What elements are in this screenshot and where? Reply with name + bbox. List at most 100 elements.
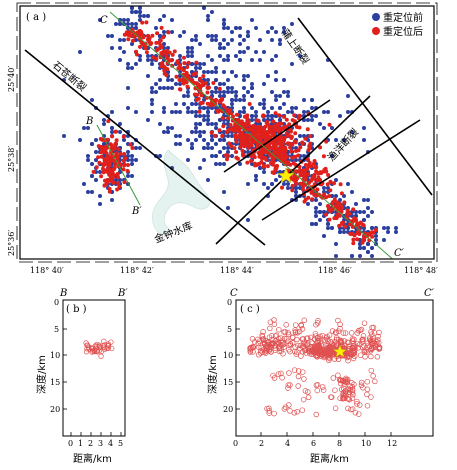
- epicenter-before: [358, 262, 362, 266]
- epicenter-after: [159, 45, 164, 50]
- epicenter-after: [293, 140, 298, 145]
- epicenter-before: [370, 226, 374, 230]
- epicenter-after: [184, 70, 189, 75]
- epicenter-before: [114, 22, 118, 26]
- panel-b-end-left: B: [59, 288, 67, 299]
- epicenter-after: [370, 230, 375, 235]
- epicenter-before: [202, 138, 206, 142]
- epicenter-before: [214, 90, 218, 94]
- map-panel: ( a ) C C′ B B′ 石苍断裂 蒲上断裂 渔洋断裂 金钟水库 重定位前…: [7, 2, 438, 275]
- epicenter-before: [218, 162, 222, 166]
- epicenter-before: [210, 146, 214, 150]
- epicenter-before: [250, 106, 254, 110]
- epicenter-before: [314, 114, 318, 118]
- panel-b-label: ( b ): [66, 304, 87, 315]
- epicenter-after: [265, 164, 270, 169]
- hypocenter-cc: [346, 389, 353, 396]
- epicenter-before: [266, 114, 270, 118]
- epicenter-after: [181, 81, 186, 86]
- epicenter-before: [258, 166, 262, 170]
- hypocenter-cc: [335, 328, 342, 334]
- epicenter-before: [214, 142, 218, 146]
- hypocenter-cc: [317, 333, 323, 340]
- epicenter-before: [222, 146, 226, 150]
- epicenter-after: [235, 156, 240, 161]
- epicenter-after: [164, 73, 169, 78]
- epicenter-before: [150, 110, 154, 114]
- epicenter-before: [246, 74, 250, 78]
- epicenter-before: [86, 190, 90, 194]
- epicenter-after: [284, 131, 289, 136]
- epicenter-after: [306, 195, 311, 200]
- epicenter-before: [250, 86, 254, 90]
- epicenter-before: [110, 34, 114, 38]
- epicenter-before: [270, 114, 274, 118]
- epicenter-before: [338, 114, 342, 118]
- epicenter-after: [225, 157, 229, 162]
- epicenter-after: [147, 36, 152, 41]
- epicenter-before: [278, 42, 282, 46]
- epicenter-after: [327, 122, 332, 127]
- epicenter-before: [262, 170, 266, 174]
- epicenter-after: [185, 65, 190, 70]
- hypocenter-cc: [320, 387, 327, 393]
- panel-c-ylabel: 深度/km: [206, 355, 219, 394]
- hypocenter-cc: [281, 329, 287, 335]
- epicenter-after: [325, 182, 330, 187]
- epicenter-after: [194, 60, 199, 65]
- panel-b-xtick-4: 4: [108, 439, 113, 448]
- hypocenter-cc: [370, 338, 377, 344]
- epicenter-before: [190, 38, 194, 42]
- epicenter-before: [62, 134, 66, 138]
- epicenter-before: [178, 74, 182, 78]
- panel-c-end-left: C: [230, 288, 238, 299]
- epicenter-before: [254, 26, 258, 30]
- hypocenter-cc: [329, 349, 336, 355]
- epicenter-after: [117, 184, 122, 189]
- epicenter-after: [215, 109, 220, 113]
- hypocenter-cc: [349, 383, 356, 390]
- hypocenter-cc: [368, 337, 374, 344]
- epicenter-after: [332, 181, 336, 186]
- epicenter-after: [302, 199, 307, 204]
- epicenter-after: [211, 81, 216, 85]
- epicenter-before: [210, 38, 214, 42]
- epicenter-after: [217, 86, 222, 91]
- epicenter-before: [346, 110, 350, 114]
- epicenter-after: [209, 130, 214, 135]
- epicenter-before: [218, 94, 222, 98]
- epicenter-after: [240, 148, 245, 153]
- epicenter-after: [229, 144, 234, 149]
- epicenter-after: [134, 52, 139, 57]
- hypocenter-cc: [256, 352, 262, 358]
- epicenter-after: [182, 61, 187, 66]
- hypocenter-cc: [269, 333, 275, 339]
- epicenter-before: [358, 210, 362, 214]
- epicenter-after: [160, 61, 165, 66]
- epicenter-after: [108, 168, 113, 173]
- epicenter-before: [242, 98, 246, 102]
- epicenter-before: [258, 38, 262, 42]
- epicenter-after: [331, 200, 335, 205]
- epicenter-before: [330, 226, 334, 230]
- hypocenter-cc: [311, 336, 318, 342]
- epicenter-before: [238, 110, 242, 114]
- epicenter-after: [213, 98, 218, 103]
- epicenter-before: [254, 110, 258, 114]
- epicenter-after: [98, 137, 103, 141]
- epicenter-after: [99, 154, 104, 159]
- epicenter-after: [294, 149, 298, 153]
- epicenter-before: [134, 110, 138, 114]
- map-legend: 重定位前 重定位后: [368, 8, 432, 40]
- epicenter-after: [157, 40, 162, 45]
- epicenter-after: [116, 147, 121, 152]
- epicenter-after: [312, 174, 316, 179]
- epicenter-after: [186, 60, 191, 65]
- epicenter-before: [270, 90, 274, 94]
- hypocenter-cc: [299, 369, 306, 375]
- epicenter-after: [110, 134, 115, 139]
- epicenter-before: [242, 86, 246, 90]
- epicenter-after: [197, 76, 202, 81]
- epicenter-before: [230, 98, 234, 102]
